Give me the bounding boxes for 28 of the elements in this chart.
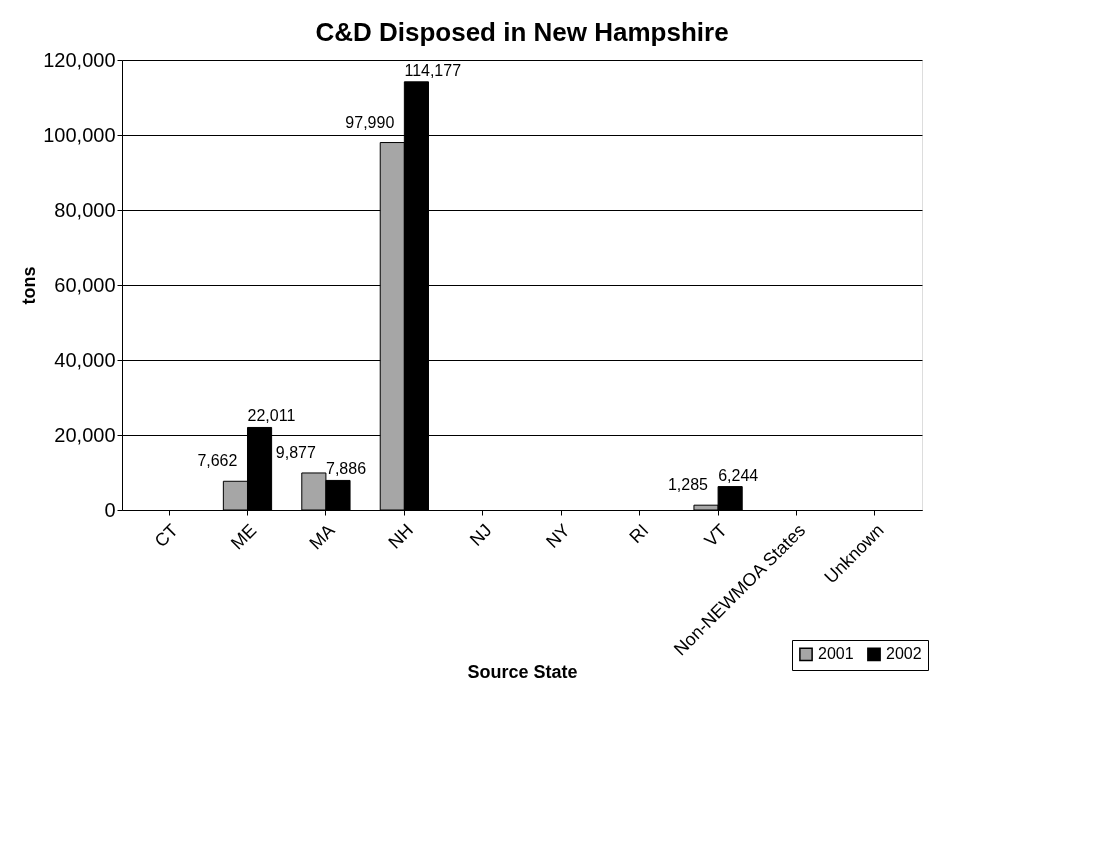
data-label: 1,285 — [667, 476, 709, 494]
data-label: 6,244 — [718, 466, 759, 484]
legend-label: 2002 — [886, 645, 922, 663]
data-label: 7,886 — [325, 460, 367, 478]
x-tick-label: CT — [150, 520, 182, 552]
x-tick-label: NJ — [465, 520, 496, 550]
y-tick-label: 0 — [104, 498, 116, 521]
y-tick-label: 60,000 — [54, 273, 116, 296]
chart-title: C&D Disposed in New Hampshire — [315, 17, 729, 47]
x-tick-label: NH — [384, 520, 418, 553]
legend-label: 2001 — [818, 645, 854, 663]
y-axis-title: tons — [19, 266, 40, 305]
x-tick-label: RI — [625, 520, 653, 547]
x-tick-label: VT — [700, 520, 731, 551]
x-axis-title: Source State — [467, 662, 578, 683]
x-tick-label: NY — [542, 520, 574, 552]
y-tick-label: 120,000 — [43, 48, 116, 71]
data-label: 114,177 — [404, 61, 462, 79]
y-tick-label: 100,000 — [43, 123, 116, 146]
data-label: 9,877 — [275, 443, 316, 461]
y-tick-label: 40,000 — [54, 348, 116, 371]
data-label: 97,990 — [345, 113, 395, 131]
x-tick-label: ME — [226, 520, 261, 554]
data-label: 7,662 — [197, 452, 238, 470]
x-tick-label: MA — [305, 520, 339, 554]
y-tick-label: 20,000 — [54, 423, 116, 446]
y-tick-label: 80,000 — [54, 198, 116, 221]
data-label: 22,011 — [247, 407, 296, 425]
